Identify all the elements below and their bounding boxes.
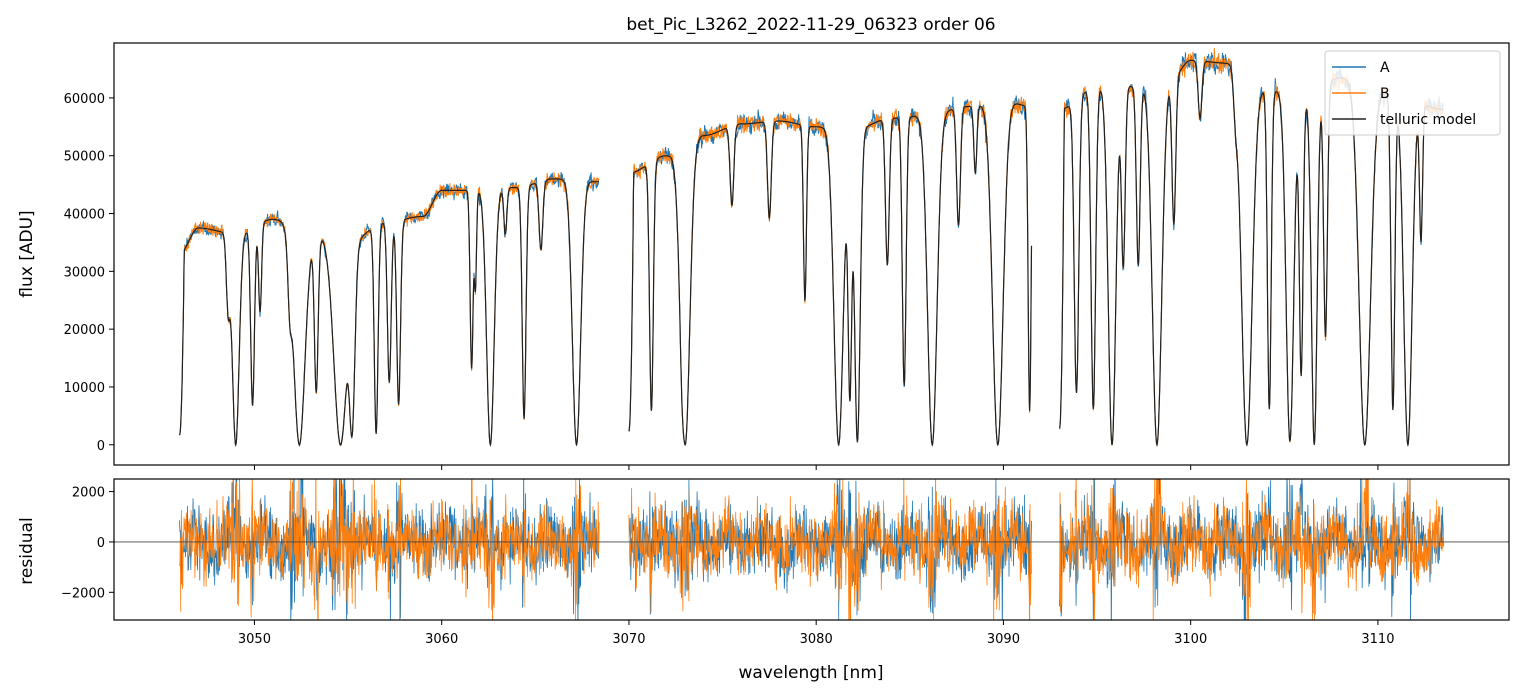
residual-y-label: residual: [17, 517, 37, 584]
residual-y-tick-label: 2000: [72, 486, 105, 501]
flux-y-ticks: 0 10000 20000 30000 40000 50000 60000: [64, 92, 114, 454]
residual-y-tick-label: −2000: [61, 586, 105, 601]
residual-x-tick-label: 3110: [1361, 632, 1394, 647]
flux-y-tick-label: 20000: [64, 323, 105, 338]
legend-A-label: A: [1380, 60, 1390, 76]
residual-x-ticks: 3050 3060 3070 3080 3090 3100 3110: [238, 620, 1394, 647]
legend: A B telluric model: [1324, 50, 1501, 136]
legend-model-label: telluric model: [1380, 112, 1476, 128]
flux-y-tick-label: 30000: [64, 265, 105, 280]
residual-y-tick-label: 0: [97, 536, 105, 551]
flux-y-tick-label: 50000: [64, 150, 105, 165]
flux-x-ticks: [253, 465, 1379, 470]
residual-x-tick-label: 3050: [238, 632, 271, 647]
flux-y-tick-label: 60000: [64, 92, 105, 107]
residual-y-ticks: −2000 0 2000: [61, 486, 114, 601]
residual-x-tick-label: 3060: [425, 632, 458, 647]
flux-y-tick-label: 10000: [64, 381, 105, 396]
flux-y-tick-label: 40000: [64, 208, 105, 223]
flux-y-label: flux [ADU]: [17, 210, 37, 297]
legend-box: [1324, 50, 1501, 136]
telluric-model-line: [178, 59, 1444, 448]
flux-y-tick-label: 0: [97, 439, 105, 454]
residual-x-tick-label: 3070: [612, 632, 645, 647]
residual-x-tick-label: 3080: [800, 632, 833, 647]
legend-B-label: B: [1380, 86, 1390, 102]
flux-panel: 0 10000 20000 30000 40000 50000 60000 flux [AD…: [17, 42, 1510, 470]
residual-x-tick-label: 3090: [987, 632, 1020, 647]
residual-B-line: [179, 479, 1444, 620]
chart-title: bet_Pic_L3262_2022-11-29_06323 order 06: [626, 15, 995, 35]
residual-x-tick-label: 3100: [1174, 632, 1207, 647]
residual-axes-frame: [113, 478, 1510, 621]
x-axis-label: wavelength [nm]: [738, 663, 883, 683]
flux-axes-frame: [113, 42, 1510, 466]
